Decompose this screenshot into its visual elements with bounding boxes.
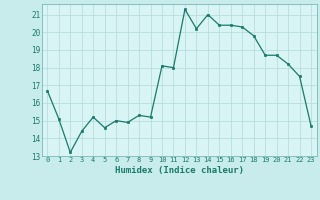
X-axis label: Humidex (Indice chaleur): Humidex (Indice chaleur) <box>115 166 244 175</box>
